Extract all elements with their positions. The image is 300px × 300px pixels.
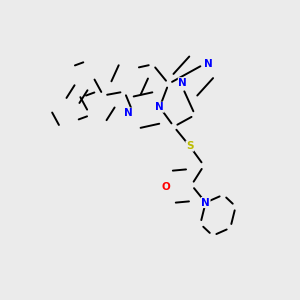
Text: O: O [162,182,170,192]
Text: N: N [204,59,213,69]
Text: N: N [178,78,187,88]
Text: N: N [124,108,133,118]
Text: N: N [155,102,164,112]
Text: S: S [186,141,194,151]
Text: N: N [201,198,210,208]
